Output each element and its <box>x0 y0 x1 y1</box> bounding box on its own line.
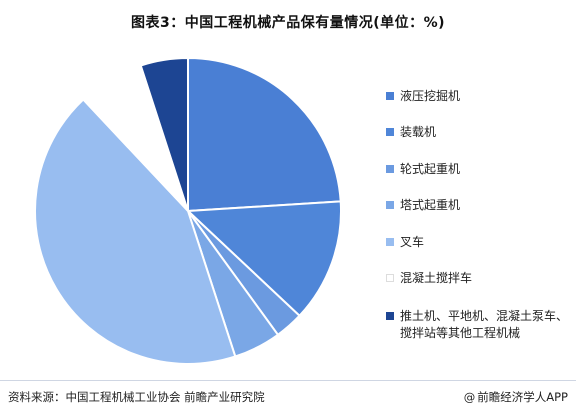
legend-label: 推土机、平地机、混凝土泵车、搅拌站等其他工程机械 <box>400 309 569 340</box>
legend-item-6: 混凝土搅拌车 <box>386 270 575 287</box>
brand-label: 前瞻经济学人APP <box>477 390 568 404</box>
legend-item-7: 推土机、平地机、混凝土泵车、搅拌站等其他工程机械 <box>386 308 575 342</box>
legend-swatch <box>386 92 394 100</box>
legend-label: 装载机 <box>400 125 437 139</box>
legend-item-1: 液压挖掘机 <box>386 88 575 105</box>
legend-swatch <box>386 128 394 136</box>
legend-swatch <box>386 274 394 282</box>
legend-label: 混凝土搅拌车 <box>400 271 473 285</box>
legend-item-2: 装载机 <box>386 124 575 141</box>
footer-divider <box>0 380 576 381</box>
pie-chart <box>34 56 343 365</box>
source-note: 资料来源：中国工程机械工业协会 前瞻产业研究院 <box>8 390 265 404</box>
legend-item-3: 轮式起重机 <box>386 161 575 178</box>
legend-label: 液压挖掘机 <box>400 89 461 103</box>
legend-label: 塔式起重机 <box>400 198 461 212</box>
pie-slice-5 <box>34 98 237 365</box>
pie-slice-7 <box>139 56 189 212</box>
pie-slice-2 <box>185 200 343 318</box>
legend-swatch <box>386 312 394 320</box>
legend-label: 轮式起重机 <box>400 162 461 176</box>
pie-slices <box>34 56 343 365</box>
legend-item-5: 叉车 <box>386 234 575 251</box>
pie-slice-1 <box>187 56 342 213</box>
legend-swatch <box>386 238 394 246</box>
legend-label: 叉车 <box>400 235 425 249</box>
at-icon: @ <box>463 390 476 404</box>
legend-swatch <box>386 165 394 173</box>
brand-credit: @ 前瞻经济学人APP <box>464 389 568 405</box>
legend-item-4: 塔式起重机 <box>386 197 575 214</box>
chart-title: 图表3：中国工程机械产品保有量情况(单位：%) <box>130 15 446 31</box>
legend-swatch <box>386 201 394 209</box>
